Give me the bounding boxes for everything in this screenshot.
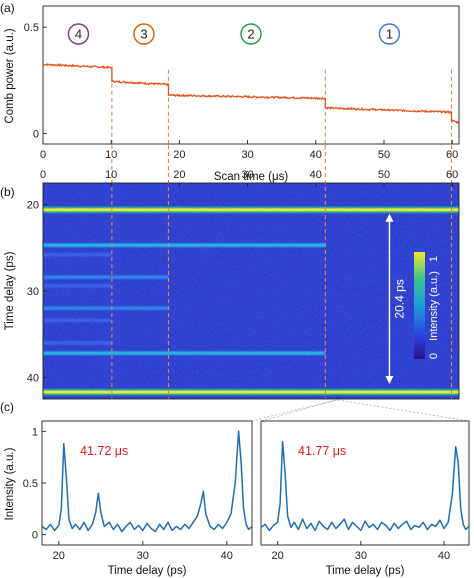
transition-lines	[111, 69, 453, 144]
period-arrow-head-bottom	[385, 376, 394, 385]
trace-41-77	[261, 440, 469, 532]
state-marker-label-4: 4	[75, 27, 82, 42]
heatmap-band-2	[43, 243, 326, 248]
panel-c-left: 20 30 40 0 0.5 1 41.72 μs Time delay (ps) Int…	[4, 420, 253, 577]
panel-label-b: (b)	[0, 185, 15, 199]
b-xtick-label-50: 50	[378, 169, 390, 181]
colorbar-gradient	[414, 252, 425, 359]
trace-time-label-right: 41.77 μs	[298, 444, 346, 458]
heatmap-transition-lines	[111, 145, 453, 399]
panel-c-right-frame	[260, 420, 470, 546]
panel-c-right: 20 30 40 41.77 μs Time delay (ps)	[260, 420, 470, 577]
panel-b-ylabel: Time delay (ps)	[4, 251, 16, 330]
b-xtick-label-30: 30	[241, 169, 253, 181]
state-marker-circle-4	[67, 23, 90, 45]
state-marker-circle-1	[378, 23, 401, 45]
trace-41-72	[42, 430, 252, 533]
state-marker-circle-2	[240, 23, 262, 45]
b-ytick-label-30: 30	[27, 286, 39, 298]
period-annotation: 20.4 ps	[385, 213, 406, 385]
period-annotation-label: 20.4 ps	[392, 279, 406, 318]
heatmap-band-9	[43, 341, 112, 345]
panel-a: 4 3 2 1 0 10 20 30 40 50 60 0 0.5 Scan time (μs) Co…	[4, 5, 460, 183]
c-left-xtick-label-40: 40	[221, 550, 233, 562]
comb-power-path	[43, 63, 459, 125]
c-left-xtick-label-20: 20	[53, 550, 65, 562]
heatmap-band-0	[43, 208, 459, 212]
a-xtick-label-30: 30	[241, 149, 253, 161]
colorbar-tick-0: 0	[428, 353, 440, 359]
heatmap-band-3	[43, 351, 326, 356]
a-xtick-label-0: 0	[40, 149, 46, 161]
panel-a-ylabel: Comb power (a.u.)	[4, 28, 16, 123]
a-xtick-label-20: 20	[173, 149, 185, 161]
b-xtick-label-40: 40	[310, 169, 322, 181]
trace-time-label-left: 41.72 μs	[80, 444, 128, 458]
a-ytick-label-0.5: 0.5	[24, 22, 39, 34]
b-ytick-label-40: 40	[27, 372, 39, 384]
a-ytick-label-0: 0	[33, 128, 39, 140]
panel-c-left-xlabel: Time delay (ps)	[108, 565, 187, 577]
heatmap-band-1	[43, 390, 459, 394]
state-marker-label-2: 2	[247, 27, 254, 42]
panel-label-c: (c)	[0, 400, 14, 414]
a-xtick-label-40: 40	[310, 149, 322, 161]
zoom-connector-right	[337, 399, 470, 422]
zoom-connector-left	[251, 399, 336, 422]
panel-c-right-ticks: 20 30 40	[272, 541, 450, 562]
a-xtick-label-50: 50	[378, 149, 390, 161]
c-right-xtick-label-30: 30	[355, 550, 367, 562]
b-ytick-label-20: 20	[27, 200, 39, 212]
panel-c-left-ticks: 20 30 40 0 0.5 1	[23, 426, 233, 562]
state-marker-label-1: 1	[386, 27, 393, 42]
heatmap-band-8	[43, 318, 112, 323]
state-markers: 4 3 2 1	[67, 23, 401, 45]
b-xtick-label-10: 10	[105, 169, 117, 181]
panel-c-right-xlabel: Time delay (ps)	[326, 565, 405, 577]
colorbar-tick-1: 1	[428, 256, 440, 262]
panel-a-ticks: 0 10 20 30 40 50 60 0 0.5	[24, 22, 459, 161]
c-left-ytick-label-0.5: 0.5	[23, 478, 38, 490]
heatmap-band-4	[43, 275, 169, 279]
colorbar-label: Intensity (a.u.)	[428, 271, 440, 341]
c-left-ytick-label-0: 0	[32, 530, 38, 542]
a-xtick-label-10: 10	[105, 149, 117, 161]
heatmap-band-7	[43, 284, 112, 288]
c-right-trace-path	[261, 440, 469, 532]
c-left-xtick-label-30: 30	[137, 550, 149, 562]
a-xtick-label-60: 60	[446, 149, 458, 161]
c-right-xtick-label-40: 40	[438, 550, 450, 562]
heatmap-band-6	[43, 252, 112, 257]
heatmap-bands	[43, 206, 459, 396]
colorbar: 1 0 Intensity (a.u.)	[414, 252, 440, 359]
state-marker-label-3: 3	[140, 27, 147, 42]
zoom-connector-mid	[260, 399, 338, 422]
panel-a-xlabel: Scan time (μs)	[214, 171, 289, 183]
panel-c-ylabel: Intensity (a.u.)	[4, 447, 16, 520]
b-xtick-label-60: 60	[446, 169, 458, 181]
c-left-trace-path	[42, 430, 252, 533]
panel-label-a: (a)	[0, 1, 15, 15]
b-xtick-label-20: 20	[173, 169, 185, 181]
c-left-ytick-label-1: 1	[32, 426, 38, 438]
c-right-xtick-label-20: 20	[272, 550, 284, 562]
panel-a-frame	[42, 5, 460, 145]
b-xtick-label-0: 0	[40, 169, 46, 181]
state-marker-circle-3	[133, 23, 155, 45]
comb-power-line	[43, 63, 459, 125]
heatmap-band-5	[43, 306, 169, 311]
period-arrow-head-top	[385, 213, 394, 222]
